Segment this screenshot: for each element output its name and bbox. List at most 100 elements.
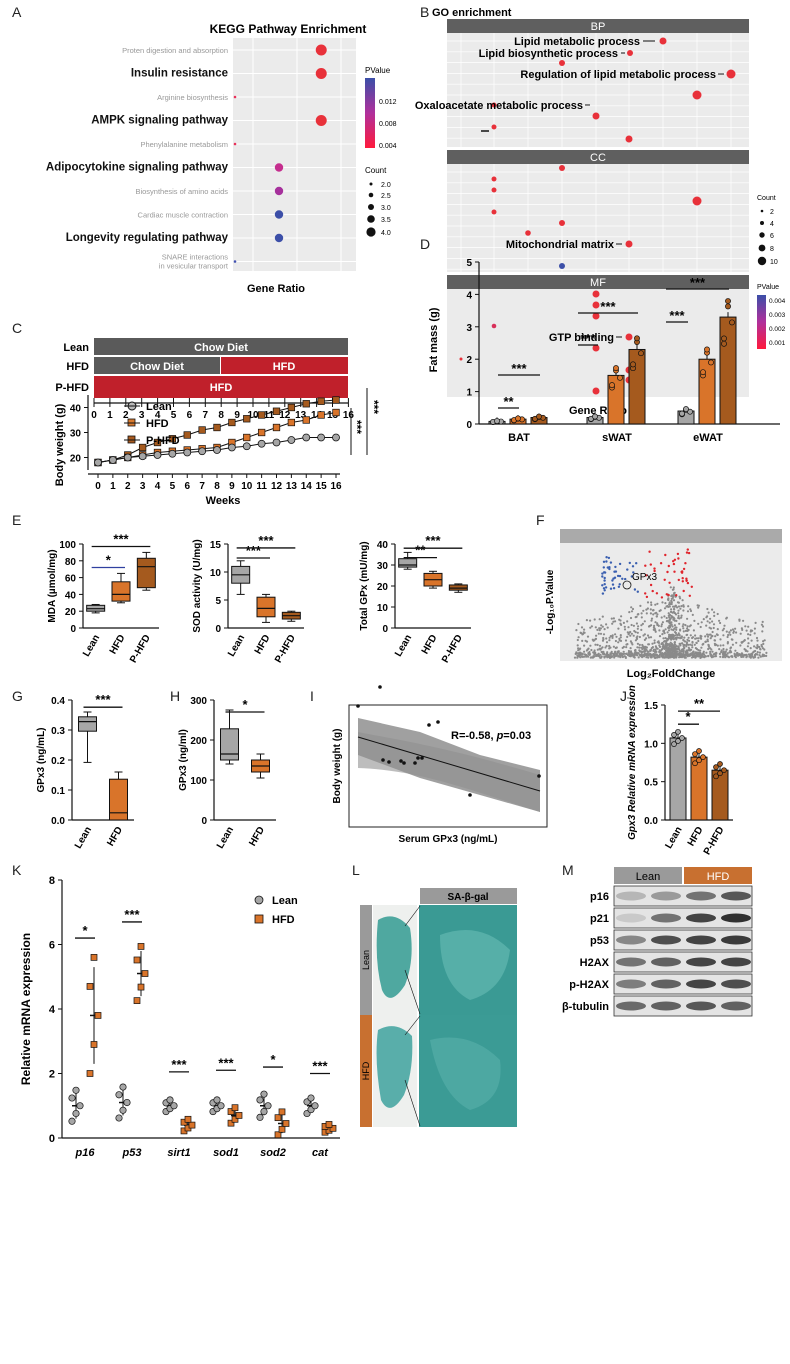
k-point <box>170 1102 178 1110</box>
k-point <box>282 1120 290 1127</box>
k-point <box>72 1109 80 1118</box>
gpx3-tissue-box <box>220 728 239 761</box>
bw-xtick: 4 <box>155 481 161 492</box>
go-count-tick: 6 <box>770 233 774 240</box>
wb-group-label: Lean <box>636 871 660 883</box>
go-dot <box>459 357 463 361</box>
bw-point <box>257 439 266 448</box>
go-pvalue-tick: 0.003 <box>769 312 786 319</box>
gpxt-ytick: 30 <box>377 561 389 572</box>
bw-sig: *** <box>350 420 364 434</box>
k-point <box>137 943 145 950</box>
bw-point <box>302 400 310 408</box>
gpx3-serum-sig: *** <box>95 692 111 707</box>
bw-xtick: 16 <box>330 481 342 492</box>
k-point <box>213 1096 221 1104</box>
corr-ci-band <box>358 718 540 812</box>
bw-point <box>287 418 296 427</box>
go-dot <box>659 37 667 45</box>
kegg-dot <box>274 233 284 243</box>
wb-band <box>721 891 751 901</box>
corr-stat: R=-0.58, p=0.03 <box>451 730 531 742</box>
go-dot <box>491 209 497 215</box>
wb-band <box>616 1001 646 1011</box>
k-point <box>260 1108 268 1116</box>
mda-ytick: 20 <box>65 607 77 618</box>
k-point <box>72 1086 80 1094</box>
k-point <box>231 1115 239 1123</box>
k-point <box>325 1121 333 1128</box>
k-point <box>307 1094 315 1102</box>
bw-point <box>317 411 325 419</box>
go-title: GO enrichment <box>432 7 512 19</box>
kegg-count-tick: 3.0 <box>381 205 391 212</box>
sabgal-header-label: SA-β-gal <box>447 892 488 903</box>
bw-xtick: 3 <box>140 481 146 492</box>
bw-ytick: 20 <box>70 454 82 465</box>
bw-ytick: 40 <box>70 404 82 415</box>
k-xtick: sod2 <box>260 1147 286 1159</box>
gpx3-serum-ytick: 0.2 <box>51 756 65 767</box>
bw-point <box>332 408 340 417</box>
fm-sig: *** <box>669 308 685 323</box>
go-facet-header-bp <box>447 19 749 33</box>
go-count-title: Count <box>757 195 776 202</box>
j-bar <box>669 737 687 821</box>
kegg-dot <box>315 44 327 56</box>
sabgal-row-label: Lean <box>361 950 371 970</box>
go-dot <box>559 263 565 269</box>
go-count-dot <box>758 244 766 252</box>
go-count-dot <box>757 256 767 266</box>
wb-band-label: β-tubulin <box>562 1001 609 1013</box>
k-ylabel: Relative mRNA expression <box>19 933 33 1085</box>
go-count-dot <box>759 232 765 238</box>
diet-bar-hfd-chow <box>94 357 220 374</box>
wb-band <box>616 979 646 989</box>
kegg-dot <box>233 95 237 99</box>
go-dot <box>625 240 633 248</box>
senescence-mrna-chart: 0 2 4 6 8 p16 * p53 *** sirt1 *** sod1 *** sod2 * cat **… <box>19 875 340 1159</box>
bw-sig: *** <box>367 400 381 414</box>
kegg-count-dot <box>366 227 376 237</box>
fm-ytick: 5 <box>466 258 472 269</box>
k-xtick: p53 <box>122 1147 142 1159</box>
go-dot <box>525 230 531 236</box>
fm-ytick: 1 <box>466 388 472 399</box>
panel-letter-j: J <box>620 688 627 704</box>
kegg-pvalue-tick: 0.008 <box>379 121 397 128</box>
bw-point <box>302 433 311 442</box>
kegg-dot <box>274 210 284 219</box>
bw-legend-label: Lean <box>146 401 172 413</box>
bw-xtick: 0 <box>95 481 101 492</box>
diet-week-tick: 7 <box>203 410 209 421</box>
sod-ytick: 0 <box>215 624 221 635</box>
wb-band-label: p53 <box>590 935 609 947</box>
sod-sig: *** <box>246 543 262 558</box>
volcano-xlabel: Log₂FoldChange <box>627 668 716 680</box>
go-dot <box>692 90 702 100</box>
go-dot <box>491 102 497 108</box>
go-term-label: Lipid biosynthetic process <box>479 48 618 60</box>
k-point <box>311 1102 319 1110</box>
go-dot <box>726 69 736 79</box>
mda-xtick: Lean <box>81 633 102 659</box>
j-ylabel: Gpx3 Relative mRNA expression <box>627 685 638 840</box>
diet-week-tick: 4 <box>155 410 161 421</box>
panel-letter-d: D <box>420 236 431 252</box>
gpxt-ytick: 40 <box>377 540 389 551</box>
bw-xtick: 13 <box>286 481 298 492</box>
diet-label: Chow Diet <box>130 361 184 373</box>
k-sig: *** <box>218 1055 234 1070</box>
gpxt-xtick: P-HFD <box>440 633 465 665</box>
go-dot <box>491 176 497 182</box>
k-point <box>256 1113 264 1121</box>
fm-bar <box>719 316 737 425</box>
mda-ytick: 0 <box>70 624 76 635</box>
k-point <box>329 1124 337 1132</box>
wb-band <box>651 1001 681 1011</box>
wb-band <box>686 891 716 901</box>
k-ytick: 4 <box>49 1004 56 1016</box>
bw-point <box>153 438 162 447</box>
diet-week-tick: 2 <box>123 410 129 421</box>
